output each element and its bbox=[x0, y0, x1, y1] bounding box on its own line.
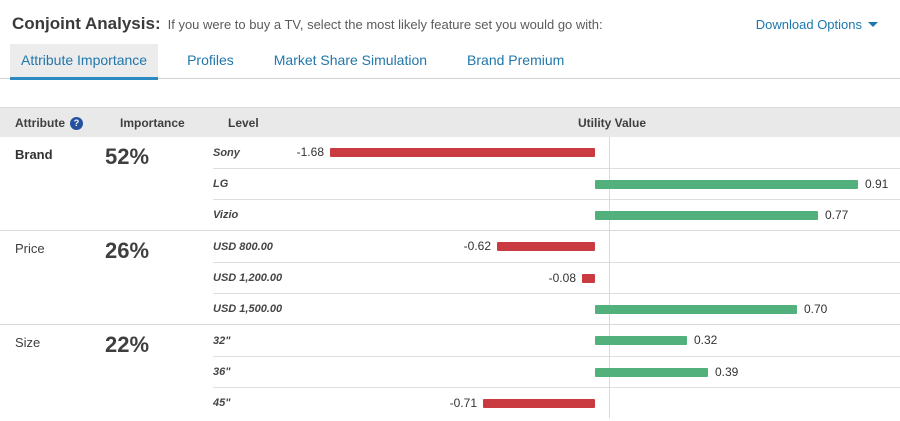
level-row: LG 0.91 bbox=[213, 168, 900, 199]
level-row: Vizio 0.77 bbox=[213, 199, 900, 230]
page-subtitle: If you were to buy a TV, select the most… bbox=[167, 17, 603, 32]
utility-bar-positive bbox=[595, 304, 797, 314]
utility-bar-cell: -0.71 bbox=[295, 388, 900, 419]
level-label: USD 800.00 bbox=[213, 240, 273, 253]
level-label: 32" bbox=[213, 334, 231, 347]
utility-value-label: -0.71 bbox=[449, 395, 477, 410]
help-icon[interactable]: ? bbox=[70, 116, 83, 130]
level-label: Sony bbox=[213, 146, 240, 159]
attribute-cell: Size bbox=[0, 325, 105, 418]
attribute-section-size: Size 22% 32" 0.32 36" 0.39 45" -0.71 bbox=[0, 324, 900, 418]
table-header-row: Attribute ? Importance Level Utility Val… bbox=[0, 107, 900, 137]
title-group: Conjoint Analysis: If you were to buy a … bbox=[12, 14, 603, 34]
level-label: 36" bbox=[213, 366, 231, 378]
attribute-header-label: Attribute bbox=[15, 116, 65, 130]
importance-value: 22% bbox=[105, 332, 150, 357]
utility-bar-cell: 0.70 bbox=[295, 294, 900, 325]
zero-axis-line bbox=[609, 137, 610, 418]
utility-bar-cell: 0.32 bbox=[295, 325, 900, 356]
utility-value-label: 0.91 bbox=[865, 176, 889, 191]
utility-bar-cell: 0.91 bbox=[295, 169, 900, 200]
download-options-button[interactable]: Download Options bbox=[756, 17, 878, 32]
level-label: USD 1,500.00 bbox=[213, 303, 283, 315]
utility-value-label: 0.70 bbox=[804, 301, 828, 316]
level-row: Sony -1.68 bbox=[213, 137, 900, 168]
level-row: USD 1,500.00 0.70 bbox=[213, 293, 900, 324]
level-row: 45" -0.71 bbox=[213, 387, 900, 418]
utility-value-label: 0.77 bbox=[825, 207, 849, 222]
utility-bar-cell: 0.77 bbox=[295, 200, 900, 231]
attribute-name: Price bbox=[15, 241, 45, 256]
tab-market-share-simulation[interactable]: Market Share Simulation bbox=[273, 52, 428, 68]
utility-bar-negative bbox=[483, 398, 595, 408]
utility-bar-negative bbox=[582, 273, 595, 283]
attribute-importance-table: Attribute ? Importance Level Utility Val… bbox=[0, 107, 900, 418]
level-label: USD 1,200.00 bbox=[213, 272, 283, 284]
download-options-label: Download Options bbox=[755, 16, 862, 32]
levels-group: USD 800.00 -0.62 USD 1,200.00 -0.08 USD 1,50… bbox=[213, 231, 900, 324]
importance-value: 52% bbox=[105, 144, 150, 169]
utility-bar-cell: -0.62 bbox=[295, 231, 900, 262]
levels-group: Sony -1.68 LG 0.91 Vizio 0.77 bbox=[213, 137, 900, 230]
tab-bar: Attribute Importance Profiles Market Share… bbox=[0, 44, 900, 80]
attribute-section-price: Price 26% USD 800.00 -0.62 USD 1,200.00 -0.08… bbox=[0, 230, 900, 324]
utility-bar-cell: -1.68 bbox=[295, 137, 900, 168]
attribute-cell: Price bbox=[0, 231, 105, 324]
page-title: Conjoint Analysis: bbox=[12, 14, 161, 33]
utility-value-label: -0.08 bbox=[548, 270, 576, 285]
tab-attribute-importance[interactable]: Attribute Importance bbox=[10, 44, 159, 80]
level-label: LG bbox=[213, 178, 229, 190]
level-row: USD 1,200.00 -0.08 bbox=[213, 262, 900, 293]
level-label: Vizio bbox=[213, 209, 239, 221]
table-body: Brand 52% Sony -1.68 LG 0.91 Vizio 0.77 Price 26%… bbox=[0, 137, 900, 418]
column-header-attribute: Attribute ? bbox=[15, 108, 83, 138]
tab-profiles[interactable]: Profiles bbox=[187, 52, 234, 68]
utility-value-label: -1.68 bbox=[296, 145, 324, 159]
level-row: USD 800.00 -0.62 bbox=[213, 231, 900, 262]
utility-value-label: 0.32 bbox=[694, 333, 718, 347]
attribute-name: Size bbox=[15, 335, 41, 350]
level-label: 45" bbox=[213, 397, 231, 409]
utility-bar-cell: -0.08 bbox=[295, 263, 900, 294]
column-header-level: Level bbox=[228, 116, 259, 130]
level-row: 36" 0.39 bbox=[213, 356, 900, 387]
utility-bar-positive bbox=[595, 210, 818, 220]
tab-brand-premium[interactable]: Brand Premium bbox=[467, 52, 565, 68]
level-row: 32" 0.32 bbox=[213, 325, 900, 356]
levels-group: 32" 0.32 36" 0.39 45" -0.71 bbox=[213, 325, 900, 418]
column-header-importance: Importance bbox=[120, 116, 185, 130]
utility-bar-positive bbox=[595, 179, 858, 189]
utility-bar-cell: 0.39 bbox=[295, 357, 900, 388]
importance-value: 26% bbox=[105, 238, 150, 263]
attribute-section-brand: Brand 52% Sony -1.68 LG 0.91 Vizio 0.77 bbox=[0, 137, 900, 230]
topbar: Conjoint Analysis: If you were to buy a … bbox=[0, 0, 900, 44]
chevron-down-icon bbox=[868, 21, 878, 27]
utility-value-label: 0.39 bbox=[715, 364, 739, 379]
utility-bar-negative bbox=[497, 242, 595, 251]
attribute-name: Brand bbox=[15, 147, 53, 162]
column-header-utility-value: Utility Value bbox=[577, 116, 647, 130]
attribute-cell: Brand bbox=[0, 137, 105, 230]
utility-bar-negative bbox=[330, 148, 595, 157]
utility-value-label: -0.62 bbox=[463, 239, 491, 253]
utility-bar-positive bbox=[595, 367, 708, 377]
utility-bar-positive bbox=[595, 336, 687, 345]
